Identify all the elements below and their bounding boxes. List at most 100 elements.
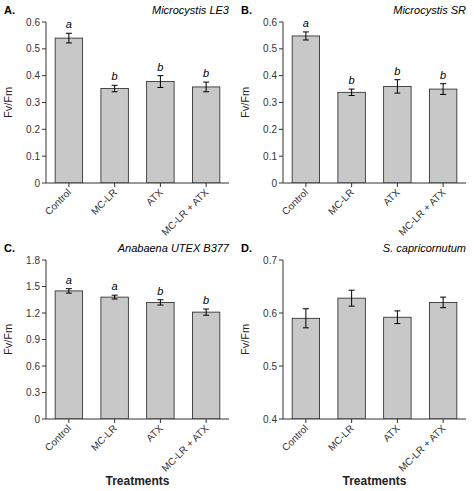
error-bar — [203, 82, 209, 92]
x-tick-label: ATX — [381, 422, 402, 443]
y-tick — [42, 260, 46, 261]
bar — [292, 318, 319, 419]
x-tick — [206, 419, 207, 423]
bar — [338, 92, 365, 183]
x-tick — [114, 183, 115, 187]
bar — [292, 36, 319, 183]
significance-label: b — [203, 294, 209, 306]
significance-label: b — [394, 65, 400, 77]
significance-label: b — [157, 285, 163, 297]
y-tick — [279, 129, 283, 130]
significance-label: a — [303, 17, 309, 29]
x-tick — [351, 419, 352, 423]
y-tick-label: 0.2 — [263, 124, 277, 135]
significance-label: b — [157, 61, 163, 73]
y-tick — [42, 75, 46, 76]
y-tick-label: 0.1 — [26, 151, 40, 162]
bar — [101, 89, 128, 183]
y-tick-label: 0.6 — [26, 361, 40, 372]
y-tick-label: 0.3 — [26, 387, 40, 398]
bar — [55, 38, 82, 183]
panel: 0.40.50.60.7ControlMC-LRATXMC-LR + ATXFv… — [239, 242, 466, 488]
y-axis — [283, 260, 284, 419]
x-tick-label: MC-LR + ATX — [396, 186, 447, 237]
panel-label: B. — [241, 4, 252, 16]
error-bar — [112, 85, 118, 91]
panel: 00.10.20.30.40.50.6ControlMC-LRATXMC-LR … — [239, 4, 466, 238]
bar — [384, 317, 411, 419]
y-tick-label: 0.6 — [26, 17, 40, 28]
x-tick-label: MC-LR — [89, 423, 119, 453]
y-axis-label: Fv/Fm — [239, 87, 251, 118]
bar — [192, 312, 219, 419]
y-tick — [42, 419, 46, 420]
x-tick-label: MC-LR + ATX — [159, 186, 210, 237]
significance-label: a — [112, 280, 118, 292]
x-tick — [206, 183, 207, 187]
y-tick — [42, 366, 46, 367]
x-axis — [283, 183, 466, 184]
panel-label: A. — [4, 4, 15, 16]
y-tick — [42, 286, 46, 287]
y-tick — [42, 392, 46, 393]
bar — [192, 87, 219, 183]
error-bar — [303, 32, 309, 40]
y-tick-label: 0.6 — [263, 308, 277, 319]
error-bar — [157, 76, 163, 88]
marks — [292, 290, 457, 419]
y-tick-label: 0.4 — [26, 70, 40, 81]
panel: 00.30.60.91.21.51.8ControlMC-LRATXMC-LR … — [2, 242, 230, 488]
error-bar — [349, 89, 355, 95]
x-tick — [397, 183, 398, 187]
y-tick — [279, 48, 283, 49]
y-tick — [42, 129, 46, 130]
y-tick — [42, 102, 46, 103]
x-tick — [443, 183, 444, 187]
error-bar — [303, 309, 309, 328]
y-tick-label: 0.4 — [263, 414, 277, 425]
x-tick — [351, 183, 352, 187]
y-axis-label: Fv/Fm — [239, 324, 251, 355]
bar — [429, 89, 456, 183]
error-bar — [394, 311, 400, 324]
significance-label: b — [203, 67, 209, 79]
significance-label: a — [66, 274, 72, 286]
error-bar — [440, 84, 446, 95]
x-axis — [283, 419, 466, 420]
y-tick — [279, 366, 283, 367]
panel-label: D. — [241, 242, 252, 254]
y-tick-label: 1.8 — [26, 255, 40, 266]
x-tick-label: MC-LR — [326, 187, 356, 217]
y-tick-label: 0.6 — [263, 17, 277, 28]
y-tick-label: 0 — [34, 414, 40, 425]
y-tick — [279, 419, 283, 420]
panel-label: C. — [4, 242, 15, 254]
y-tick — [279, 183, 283, 184]
x-tick-label: Control — [280, 423, 311, 454]
y-tick-label: 0.2 — [26, 124, 40, 135]
x-tick-label: ATX — [144, 422, 165, 443]
x-tick-label: Control — [43, 187, 74, 218]
y-tick — [279, 102, 283, 103]
y-tick-label: 0 — [271, 178, 277, 189]
significance-label: b — [112, 70, 118, 82]
x-tick-label: MC-LR + ATX — [396, 422, 447, 473]
panel: 00.10.20.30.40.50.6ControlMC-LRATXMC-LR … — [2, 4, 230, 238]
bar — [384, 86, 411, 183]
bar — [338, 298, 365, 419]
y-tick — [279, 156, 283, 157]
x-tick-label: ATX — [381, 186, 402, 207]
x-tick-label: Control — [43, 423, 74, 454]
y-tick — [279, 75, 283, 76]
y-tick — [42, 183, 46, 184]
marks — [55, 289, 220, 419]
error-bar — [66, 289, 72, 293]
significance-label: a — [66, 18, 72, 30]
error-bar — [157, 300, 163, 305]
y-tick-label: 0.3 — [263, 97, 277, 108]
x-tick — [160, 419, 161, 423]
y-tick-label: 1.2 — [26, 308, 40, 319]
x-tick-label: MC-LR + ATX — [159, 422, 210, 473]
y-tick-label: 0 — [34, 178, 40, 189]
x-tick — [305, 419, 306, 423]
